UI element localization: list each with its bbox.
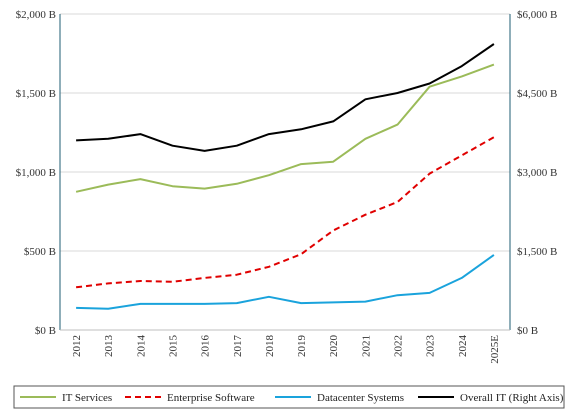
left-y-tick-label: $0 B bbox=[35, 325, 56, 337]
right-y-tick-label: $0 B bbox=[517, 325, 538, 337]
left-y-tick-label: $2,000 B bbox=[16, 9, 56, 21]
right-y-tick-label: $3,000 B bbox=[517, 167, 557, 179]
chart-legend: IT Services Enterprise Software Datacenter… bbox=[13, 385, 565, 409]
x-tick-label: 2013 bbox=[103, 335, 115, 358]
axis-layer: $0 B $500 B $1,000 B $1,500 B $2,000 B $0 B $1… bbox=[16, 9, 558, 364]
x-tick-label: 2025E bbox=[489, 335, 501, 364]
x-tick-label: 2012 bbox=[71, 335, 83, 357]
series-line-enterprise-software bbox=[75, 136, 495, 289]
legend-label: IT Services bbox=[62, 392, 112, 404]
left-y-tick-label: $500 B bbox=[24, 246, 56, 258]
legend-label: Datacenter Systems bbox=[317, 392, 404, 404]
grid-layer bbox=[60, 13, 510, 252]
series-layer bbox=[75, 43, 495, 310]
right-y-tick-label: $4,500 B bbox=[517, 88, 557, 100]
left-y-tick-label: $1,500 B bbox=[16, 88, 56, 100]
x-tick-label: 2023 bbox=[425, 335, 437, 358]
left-y-tick-label: $1,000 B bbox=[16, 167, 56, 179]
series-line-datacenter-systems bbox=[76, 254, 495, 310]
x-tick-label: 2024 bbox=[457, 335, 469, 358]
legend-label: Enterprise Software bbox=[167, 392, 255, 404]
x-tick-label: 2015 bbox=[168, 335, 180, 358]
right-y-tick-label: $1,500 B bbox=[517, 246, 557, 258]
x-tick-label: 2019 bbox=[296, 335, 308, 358]
x-tick-label: 2016 bbox=[200, 335, 212, 358]
series-line-overall-it-right-axis bbox=[76, 43, 495, 152]
x-tick-label: 2018 bbox=[264, 335, 276, 358]
series-line-it-services bbox=[75, 63, 495, 193]
x-tick-label: 2017 bbox=[232, 335, 244, 358]
x-tick-label: 2020 bbox=[328, 335, 340, 358]
right-y-tick-label: $6,000 B bbox=[517, 9, 557, 21]
x-tick-label: 2022 bbox=[393, 335, 405, 357]
x-tick-label: 2014 bbox=[135, 335, 147, 358]
legend-label: Overall IT (Right Axis) bbox=[460, 392, 564, 404]
x-tick-label: 2021 bbox=[360, 335, 372, 357]
